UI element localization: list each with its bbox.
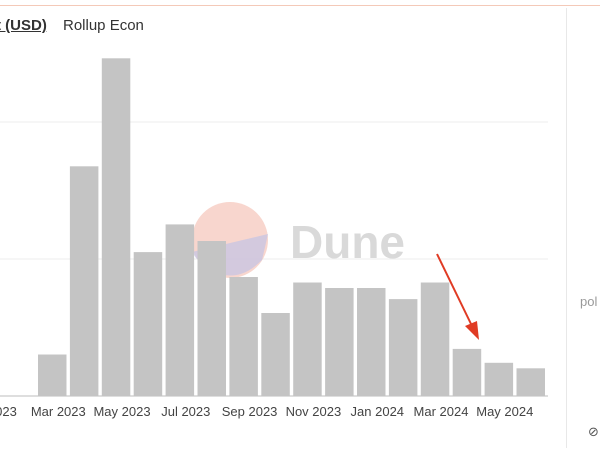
bars [38,58,546,397]
bar-feb-2024[interactable] [388,299,418,396]
bar-aug-2023[interactable] [197,241,227,396]
bar-may-2024[interactable] [484,362,514,396]
x-tick-label: Jan 2024 [351,404,405,419]
x-tick-labels: 023 Mar 2023 May 2023 Jul 2023 Sep 2023 Nov 2… [0,404,533,419]
x-tick-label: 023 [0,404,17,419]
bar-jan-2024[interactable] [357,288,386,396]
x-tick-label: May 2024 [476,404,533,419]
bar-oct-2023[interactable] [261,313,290,396]
unit-link[interactable]: t (USD) [0,17,47,34]
side-panel-text: pol [580,294,598,309]
bar-apr-2023[interactable] [69,166,99,396]
bar-apr-2024[interactable] [452,348,482,396]
link-icon[interactable]: ⊘ [588,424,599,439]
bar-nov-2023[interactable] [293,282,322,397]
watermark-text: Dune [290,216,405,268]
bar-dec-2023[interactable] [325,288,354,396]
chart-header: t (USD) Rollup Econ [0,17,144,34]
x-tick-label: Jul 2023 [161,404,210,419]
arrow-head-icon [465,321,479,340]
x-tick-label: Nov 2023 [286,404,342,419]
bar-may-2023[interactable] [101,58,131,397]
bar-jun-2023[interactable] [133,252,163,396]
arrow-shaft [436,253,473,327]
bar-sep-2023[interactable] [229,277,258,396]
x-tick-label: Mar 2024 [414,404,469,419]
x-tick-label: Mar 2023 [31,404,86,419]
annotation-arrow [436,253,479,340]
bar-mar-2024[interactable] [420,282,450,397]
bar-mar-2023[interactable] [38,354,67,397]
bar-jul-2023[interactable] [165,224,195,396]
panel-divider [566,8,567,448]
tab-rollup-econ[interactable]: Rollup Econ [63,17,144,34]
x-tick-label: Sep 2023 [222,404,278,419]
x-tick-label: May 2023 [93,404,150,419]
top-border [0,5,600,6]
bar-jun-2024[interactable] [516,368,546,396]
